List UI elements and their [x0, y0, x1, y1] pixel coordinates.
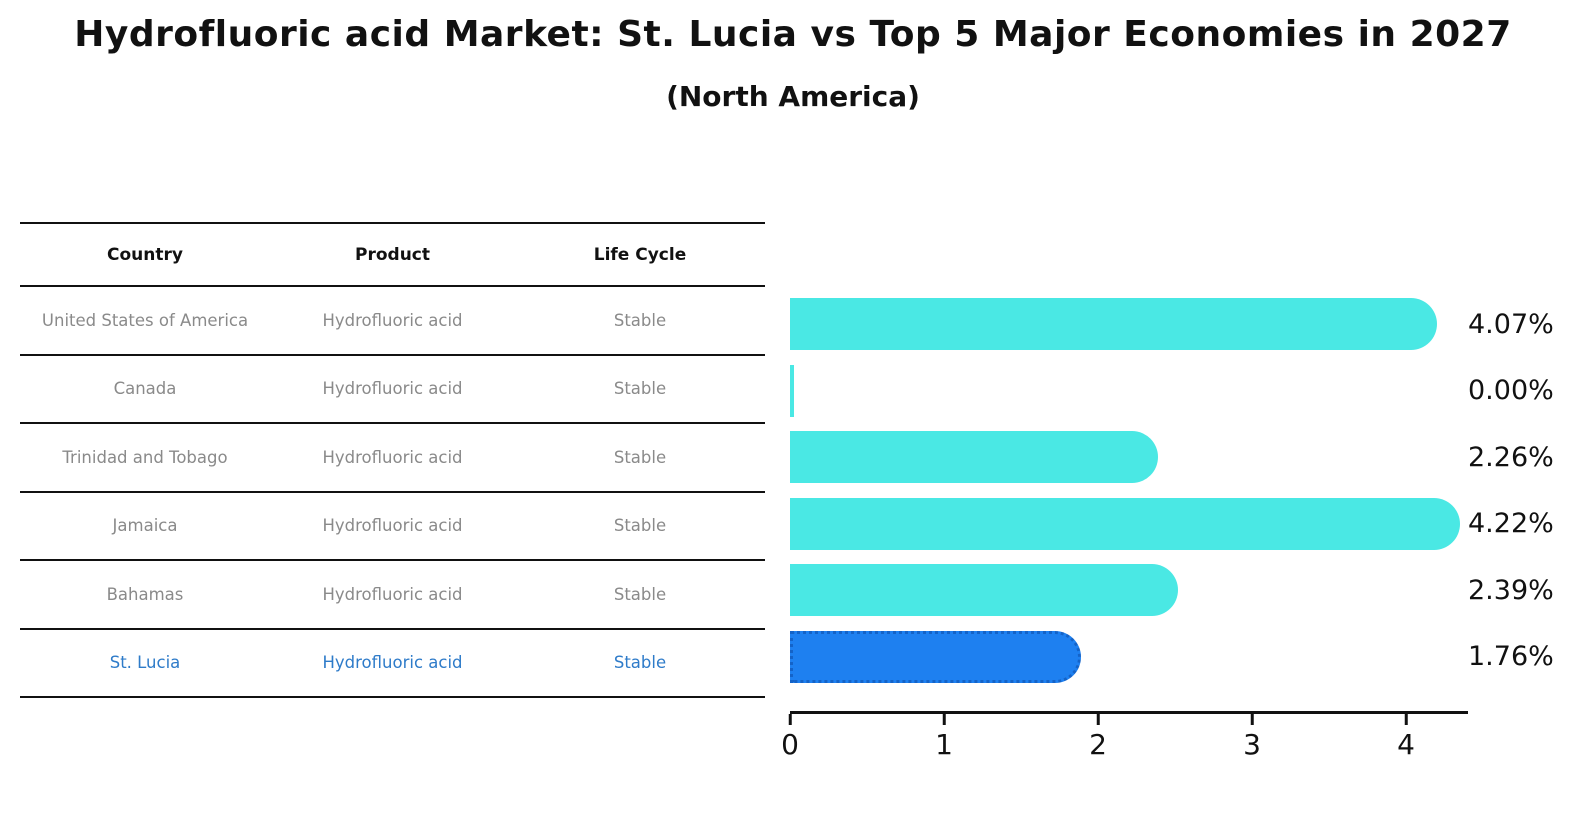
table-cell-product: Hydrofluoric acid — [322, 310, 463, 330]
x-axis-tick-label: 2 — [1089, 728, 1107, 761]
bar-value-label: 2.39% — [1468, 574, 1554, 606]
table-header-product: Product — [355, 244, 430, 265]
table-cell-product: Hydrofluoric acid — [322, 653, 463, 673]
bar-value-label: 2.26% — [1468, 441, 1554, 473]
chart-title: Hydrofluoric acid Market: St. Lucia vs T… — [74, 14, 1512, 55]
bar-row — [790, 424, 1490, 491]
table-header-row: Country Product Life Cycle — [20, 222, 765, 287]
bar-row — [790, 624, 1490, 691]
bar-value-label: 1.76% — [1468, 641, 1554, 673]
bar-row — [790, 291, 1490, 358]
table-cell-country: United States of America — [41, 310, 249, 330]
x-axis-tick — [942, 714, 946, 725]
highlight-bar — [790, 630, 1082, 683]
table-cell-life-cycle: Stable — [613, 447, 667, 467]
table-row: Canada Hydrofluoric acid Stable — [20, 356, 765, 424]
table-cell-product: Hydrofluoric acid — [322, 584, 463, 604]
table-header-life-cycle: Life Cycle — [593, 244, 687, 265]
table-header-country: Country — [107, 244, 183, 265]
x-axis-tick — [1250, 714, 1254, 725]
table-row: St. Lucia Hydrofluoric acid Stable — [20, 630, 765, 698]
bar-value-label: 4.22% — [1468, 508, 1554, 540]
bar — [790, 364, 794, 417]
x-axis-tick — [788, 714, 792, 725]
bar — [790, 497, 1460, 550]
bar-row — [790, 557, 1490, 624]
table-cell-product: Hydrofluoric acid — [322, 516, 463, 536]
table-row: Bahamas Hydrofluoric acid Stable — [20, 561, 765, 630]
table-cell-life-cycle: Stable — [613, 516, 667, 536]
bar-row — [790, 491, 1490, 558]
table-cell-life-cycle: Stable — [613, 379, 667, 399]
x-axis: 0 1 2 3 4 — [781, 711, 1468, 761]
table-cell-country: Bahamas — [106, 584, 184, 604]
chart-subtitle: (North America) — [666, 80, 920, 113]
x-axis-tick-label: 3 — [1243, 728, 1261, 761]
bar-row — [790, 358, 1490, 425]
bar-value-label: 4.07% — [1468, 308, 1554, 340]
table-body: United States of America Hydrofluoric aci… — [20, 287, 765, 698]
table-cell-life-cycle: Stable — [613, 310, 667, 330]
table-cell-product: Hydrofluoric acid — [322, 447, 463, 467]
x-axis-tick-label: 0 — [781, 728, 799, 761]
bar — [790, 431, 1159, 483]
table-cell-product: Hydrofluoric acid — [322, 379, 463, 399]
table-row: Trinidad and Tobago Hydrofluoric acid Stab… — [20, 424, 765, 493]
value-labels-column: 4.07% 0.00% 2.26% 4.22% 2.39% 1.76% — [1468, 291, 1586, 690]
table-cell-country: St. Lucia — [109, 653, 181, 673]
bar — [790, 564, 1179, 616]
bar-plot-area — [790, 291, 1490, 690]
bar-value-label: 0.00% — [1468, 375, 1554, 407]
table-cell-country: Canada — [113, 379, 177, 399]
x-axis-tick — [1404, 714, 1408, 725]
x-axis-tick-label: 1 — [935, 728, 953, 761]
bar — [790, 298, 1437, 350]
x-axis-tick-label: 4 — [1397, 728, 1415, 761]
country-table: Country Product Life Cycle United States… — [20, 222, 765, 698]
table-cell-country: Trinidad and Tobago — [62, 447, 228, 467]
x-axis-tick — [1096, 714, 1100, 725]
table-cell-life-cycle: Stable — [613, 653, 667, 673]
table-row: United States of America Hydrofluoric aci… — [20, 287, 765, 356]
table-cell-country: Jamaica — [112, 516, 178, 536]
table-cell-life-cycle: Stable — [613, 584, 667, 604]
table-row: Jamaica Hydrofluoric acid Stable — [20, 493, 765, 561]
